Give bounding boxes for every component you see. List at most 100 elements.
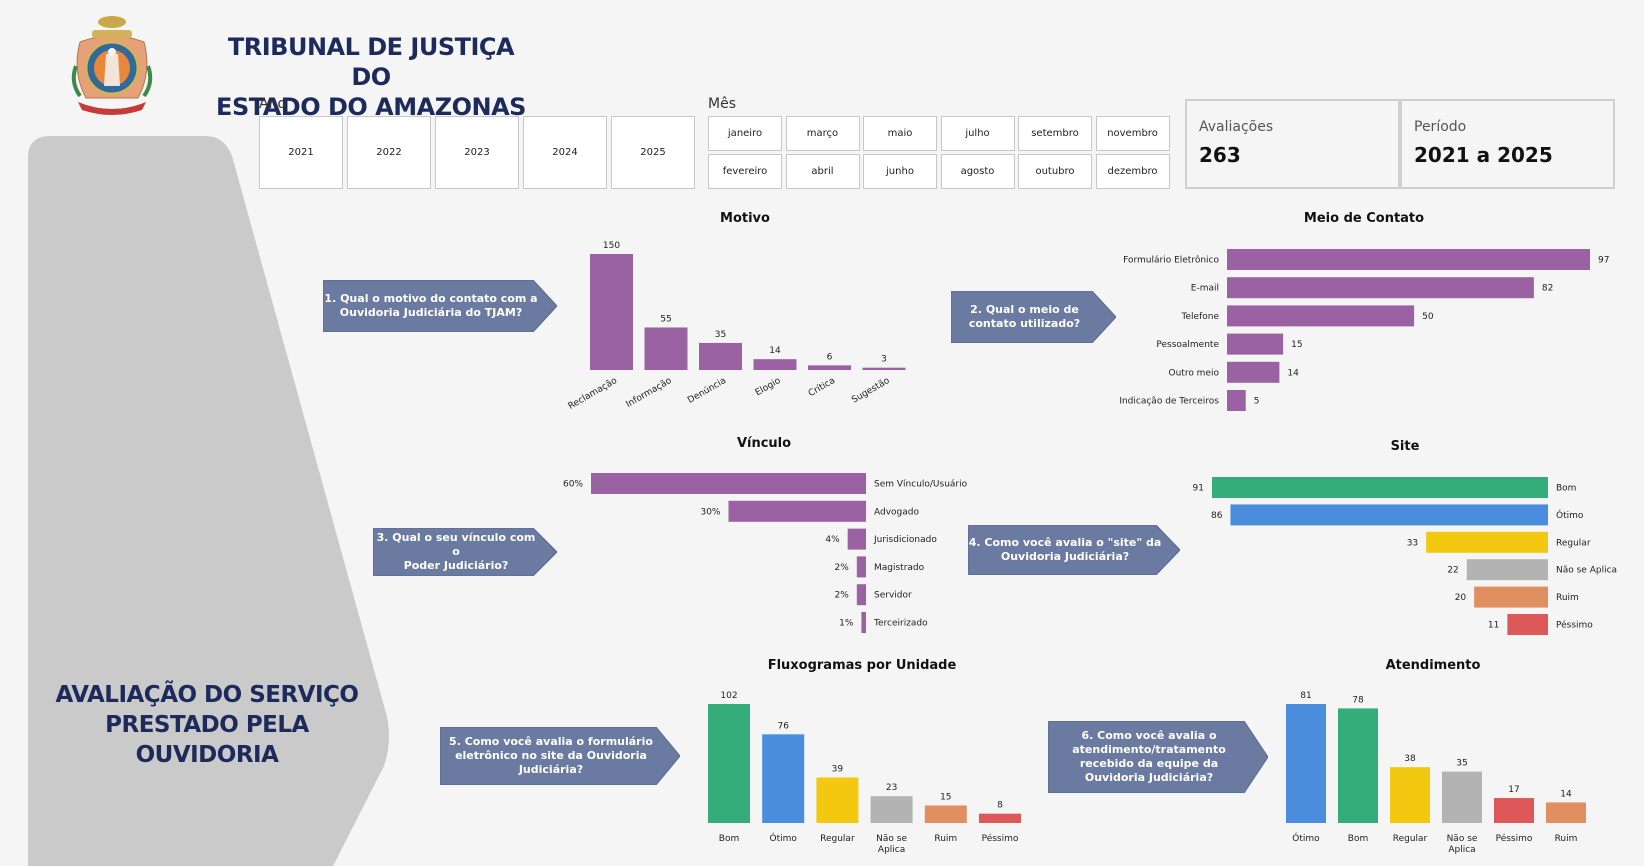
category-label-site: Não se Aplica: [1556, 566, 1617, 576]
bar-fluxo: [979, 813, 1021, 823]
category-label-motivo: Elogio: [754, 376, 783, 399]
mes-option-outubro[interactable]: outubro: [1018, 154, 1092, 189]
avaliacoes-card: Avaliações 263: [1185, 99, 1400, 189]
data-label-motivo: 55: [660, 314, 671, 324]
data-label-motivo: 35: [715, 330, 726, 340]
data-label-atend: 78: [1352, 695, 1364, 705]
category-label-atend: Bom: [1348, 834, 1368, 844]
chart-site: Bom 91 Ótimo 86 Regular 33 Não se Aplica 22 Ruim…: [1193, 477, 1617, 635]
data-label-site: 20: [1455, 593, 1467, 603]
data-label-fluxo: 23: [886, 783, 897, 793]
mes-option-abril[interactable]: abril: [785, 154, 860, 189]
category-label-site: Bom: [1556, 484, 1576, 494]
bar-fluxo: [870, 796, 913, 823]
question-q2-line: contato utilizado?: [968, 317, 1081, 330]
bar-atend: [1442, 771, 1482, 823]
category-label-fluxo: Bom: [719, 834, 739, 844]
mes-option-dezembro[interactable]: dezembro: [1095, 154, 1170, 189]
bar-meio: [1227, 277, 1534, 299]
data-label-meio: 5: [1254, 397, 1260, 407]
periodo-value: 2021 a 2025: [1414, 143, 1553, 167]
chart-meio: Formulário Eletrônico 97 E-mail 82 Telefone 5…: [1119, 249, 1609, 411]
data-label-site: 22: [1447, 566, 1458, 576]
bar-atend: [1338, 708, 1378, 823]
ano-option-2025[interactable]: 2025: [611, 116, 695, 189]
question-q6-text: 6. Como você avalia o atendimento/tratame…: [1048, 721, 1250, 793]
mes-option-maio[interactable]: maio: [863, 116, 937, 151]
bar-atend: [1286, 704, 1326, 823]
data-label-vinculo: 2%: [835, 563, 850, 573]
data-label-vinculo: 4%: [825, 535, 840, 545]
bar-vinculo: [591, 473, 866, 494]
category-label-site: Ótimo: [1556, 509, 1584, 521]
data-label-atend: 14: [1560, 789, 1572, 799]
data-label-atend: 38: [1404, 754, 1416, 764]
mes-option-janeiro[interactable]: janeiro: [708, 116, 782, 151]
bar-meio: [1227, 333, 1284, 355]
ano-option-2021[interactable]: 2021: [259, 116, 343, 189]
data-label-site: 11: [1488, 621, 1499, 631]
data-label-meio: 82: [1542, 284, 1553, 294]
mes-option-agosto[interactable]: agosto: [940, 154, 1015, 189]
bar-site: [1230, 504, 1548, 526]
category-label-fluxo: Regular: [820, 834, 855, 844]
category-label-atend: Regular: [1393, 834, 1428, 844]
category-label-site: Péssimo: [1556, 620, 1593, 631]
mes-option-novembro[interactable]: novembro: [1095, 116, 1170, 151]
ano-option-2024[interactable]: 2024: [523, 116, 607, 189]
question-q3-text: 3. Qual o seu vínculo com o Poder Judiciá…: [373, 528, 539, 576]
bar-vinculo: [856, 584, 866, 606]
question-q5-line: Judiciária?: [518, 763, 584, 776]
bar-atend: [1390, 767, 1430, 823]
bar-site: [1507, 614, 1548, 635]
category-label-meio: Telefone: [1181, 312, 1220, 322]
question-q6-line: Ouvidoria Judiciária?: [1084, 771, 1214, 784]
question-q5-line: eletrônico no site da Ouvidoria: [455, 749, 647, 762]
question-q2-line: 2. Qual o meio de: [970, 303, 1079, 316]
bar-site: [1426, 531, 1548, 553]
category-label-motivo: Informação: [624, 376, 673, 410]
category-label-vinculo: Sem Vínculo/Usuário: [874, 480, 968, 490]
category-label-vinculo: Servidor: [874, 591, 912, 601]
bar-atend: [1494, 798, 1534, 823]
bar-motivo: [753, 359, 797, 370]
category-label-meio: Outro meio: [1169, 368, 1220, 378]
data-label-vinculo: 30%: [700, 507, 720, 517]
data-label-meio: 97: [1598, 256, 1609, 266]
data-label-vinculo: 2%: [835, 591, 850, 601]
question-q5-text: 5. Como você avalia o formulário eletrôni…: [440, 727, 662, 785]
ano-option-2022[interactable]: 2022: [347, 116, 431, 189]
mes-option-julho[interactable]: julho: [940, 116, 1015, 151]
question-q3-line: Poder Judiciário?: [403, 559, 509, 572]
periodo-label: Período: [1414, 119, 1467, 135]
data-label-motivo: 3: [881, 355, 887, 365]
bar-meio: [1227, 305, 1415, 327]
mes-option-fevereiro[interactable]: fevereiro: [708, 154, 782, 189]
bar-meio: [1227, 249, 1590, 270]
question-q6-arrow: [1048, 721, 1268, 793]
question-q5-line: 5. Como você avalia o formulário: [449, 735, 653, 748]
chart-title-atend: Atendimento: [1386, 658, 1481, 673]
category-label-motivo: Reclamação: [567, 376, 620, 412]
chart-title-site: Site: [1391, 439, 1420, 454]
category-label-vinculo: Terceirizado: [873, 619, 928, 629]
mes-option-setembro[interactable]: setembro: [1018, 116, 1092, 151]
data-label-vinculo: 1%: [839, 619, 854, 629]
question-q1-text: 1. Qual o motivo do contato com a Ouvidor…: [323, 280, 539, 332]
mes-option-março[interactable]: março: [785, 116, 860, 151]
data-label-site: 91: [1193, 484, 1204, 494]
bar-fluxo: [708, 704, 750, 823]
category-label-meio: Pessoalmente: [1156, 340, 1219, 350]
question-q1-arrow: [323, 280, 557, 332]
chart-title-meio: Meio de Contato: [1304, 211, 1424, 226]
category-label-meio: Indicação de Terceiros: [1119, 397, 1219, 407]
ano-option-2023[interactable]: 2023: [435, 116, 519, 189]
mes-option-junho[interactable]: junho: [863, 154, 937, 189]
question-q4-line: 4. Como você avalia o "site" da: [968, 536, 1162, 549]
bar-vinculo: [856, 556, 866, 578]
bar-fluxo: [816, 777, 859, 823]
bar-atend: [1546, 802, 1586, 823]
data-label-atend: 81: [1300, 691, 1311, 701]
bar-vinculo: [861, 612, 866, 633]
